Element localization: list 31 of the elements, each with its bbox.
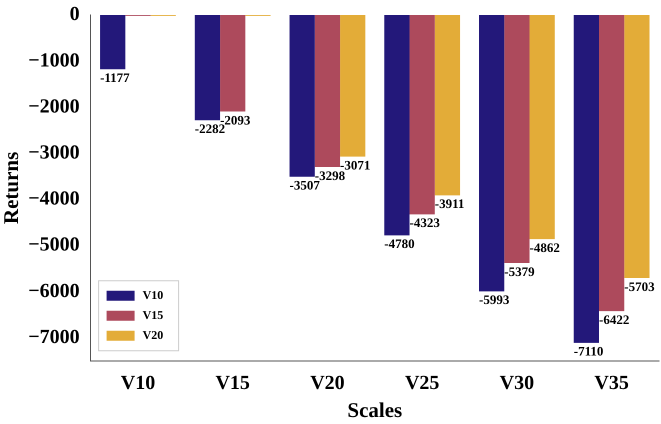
y-tick-label: 0 [70, 3, 80, 26]
data-label: -6422 [599, 312, 630, 327]
data-label: -3911 [434, 196, 464, 212]
data-label: -3507 [290, 178, 320, 193]
x-tick-label: V35 [594, 372, 629, 394]
x-tick-label: V10 [120, 372, 156, 394]
x-tick-label: V20 [310, 372, 345, 394]
x-tick-label: V30 [500, 372, 534, 394]
x-tick-label: V15 [215, 372, 250, 394]
data-label: -5703 [624, 278, 656, 294]
data-label: -4780 [384, 236, 415, 252]
y-tick-label: −2000 [28, 95, 80, 118]
x-tick-label: V25 [404, 372, 440, 394]
data-label: -5379 [504, 264, 536, 279]
data-label: -1177 [100, 70, 130, 86]
y-tick-label: −6000 [28, 280, 80, 302]
y-tick-label: −7000 [28, 326, 80, 348]
data-label: -3071 [340, 157, 370, 172]
data-label: -4862 [530, 240, 560, 256]
data-label: -7110 [574, 344, 604, 359]
y-tick-label: −3000 [28, 141, 80, 164]
data-label: -5993 [479, 292, 510, 308]
data-label: -4323 [410, 215, 440, 230]
x-axis-title: Scales [347, 398, 402, 422]
legend-label: V10 [142, 288, 164, 302]
y-tick-label: −1000 [28, 49, 80, 72]
y-tick-label: −5000 [28, 234, 80, 256]
legend-label: V20 [142, 328, 164, 342]
y-axis-title: Returns [0, 152, 24, 224]
legend-label: V15 [142, 308, 164, 322]
y-tick-label: −4000 [28, 188, 80, 210]
